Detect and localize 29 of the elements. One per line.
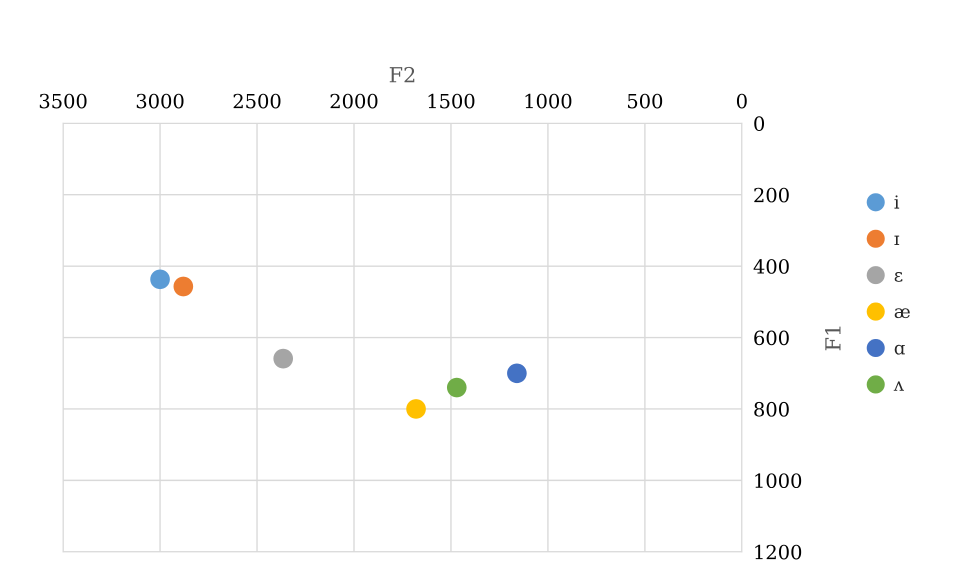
- y-axis-title: F1: [825, 326, 841, 350]
- point: [507, 363, 527, 384]
- y-tick-label: 1200: [755, 544, 802, 560]
- y-tick-label: 800: [754, 402, 789, 417]
- legend-label: ɑ: [894, 344, 905, 355]
- point: [446, 378, 467, 398]
- point: [273, 348, 294, 368]
- y-tick-label: 200: [754, 188, 789, 202]
- point: [150, 270, 170, 290]
- x-tick-label: 1000: [526, 94, 572, 108]
- x-tick-label: 0: [736, 94, 747, 108]
- point: [174, 276, 194, 296]
- x-tick-label: 2000: [330, 94, 378, 108]
- x-axis-title: F2: [390, 66, 414, 82]
- legend-label: i: [894, 195, 900, 209]
- legend-label: æ: [894, 308, 910, 318]
- y-tick-label: 400: [754, 259, 789, 274]
- x-tick-label: 3000: [136, 94, 184, 108]
- x-tick-label: 500: [628, 94, 662, 108]
- point: [406, 399, 426, 419]
- x-tick-label: 3500: [40, 94, 87, 108]
- legend-label: ɛ: [894, 272, 902, 282]
- legend-label: ʌ: [894, 381, 904, 391]
- x-tick-label: 1500: [428, 94, 474, 108]
- y-tick-label: 1000: [755, 473, 802, 488]
- legend-label: ɪ: [894, 236, 900, 246]
- x-tick-label: 2500: [234, 94, 280, 108]
- y-tick-label: 600: [754, 330, 789, 346]
- y-tick-label: 0: [754, 116, 764, 131]
